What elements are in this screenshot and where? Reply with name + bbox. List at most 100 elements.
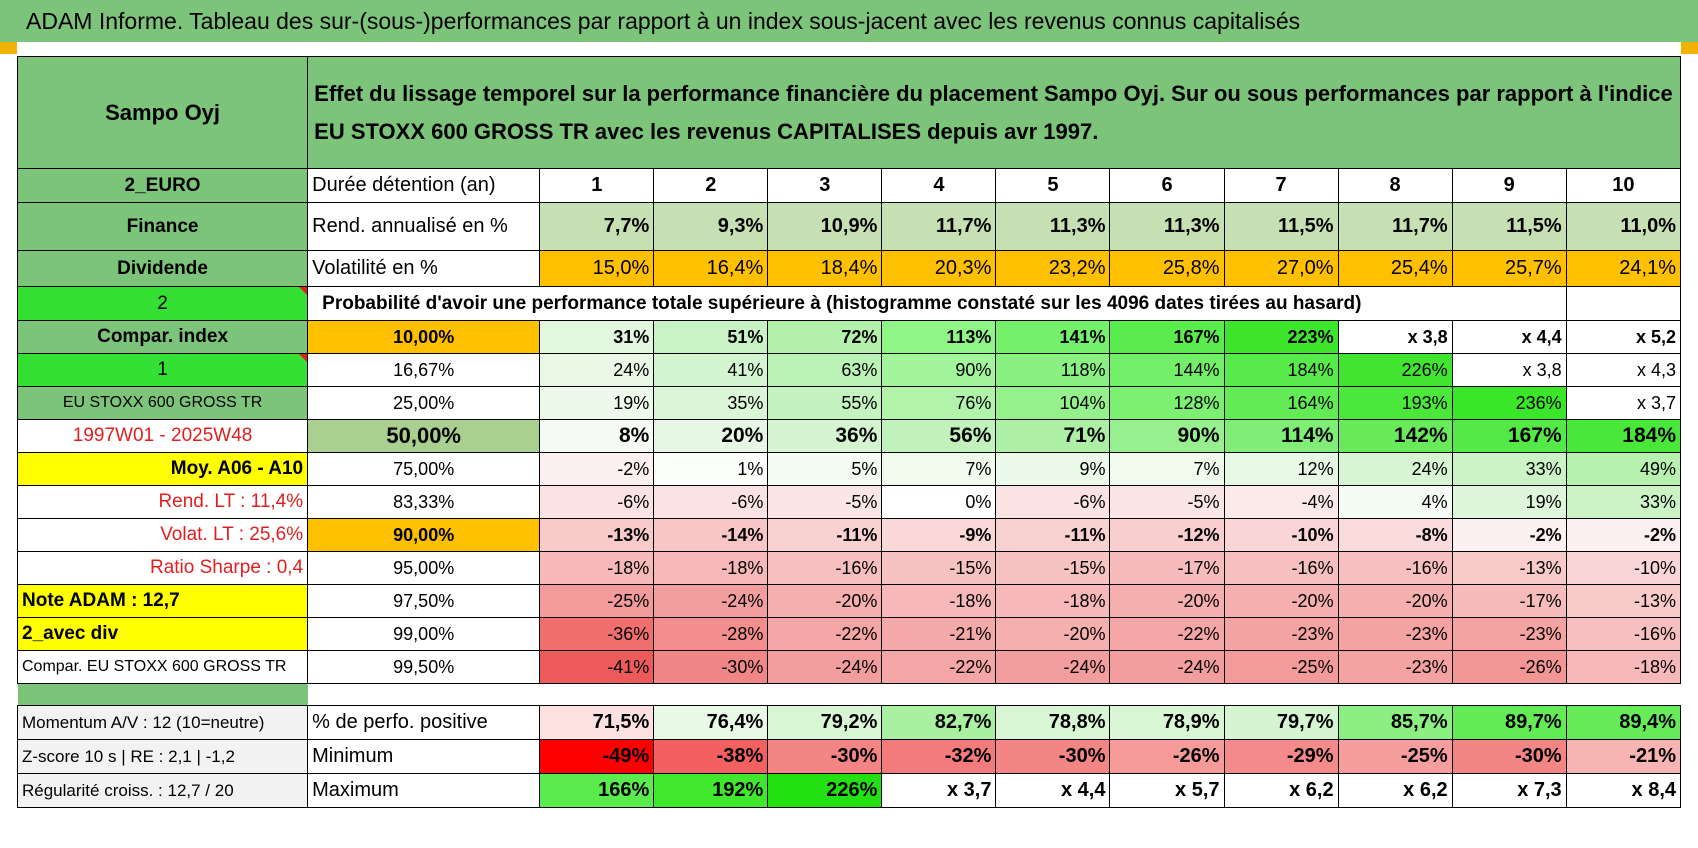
value-cell: 76%: [881, 386, 997, 420]
value-cell: -25%: [1337, 739, 1453, 774]
value-cell: 35%: [653, 386, 769, 420]
value-cell: -30%: [1451, 739, 1567, 774]
value-cell: 79,7%: [1223, 705, 1339, 740]
value-cell: -16%: [1565, 617, 1682, 651]
table-description: Effet du lissage temporel sur la perform…: [307, 56, 1681, 169]
value-cell: -18%: [881, 584, 997, 618]
value-cell: x 6,2: [1223, 773, 1339, 808]
table-row: Moy. A06 - A10 75,00% -2% 1% 5% 7% 9% 7% 12% 24% 3…: [16, 452, 1682, 486]
row-side-label: Régularité croiss. : 12,7 / 20: [16, 773, 309, 808]
value-cell: 55%: [767, 386, 883, 420]
value-cell: 0%: [881, 485, 997, 519]
value-cell: -23%: [1337, 650, 1453, 684]
probability-threshold: 25,00%: [307, 386, 541, 420]
value-cell: 90%: [881, 353, 997, 387]
table-row: EU STOXX 600 GROSS TR 25,00% 19% 35% 55% 76% 1…: [16, 386, 1682, 420]
value-cell: -13%: [539, 518, 655, 552]
asset-name: Sampo Oyj: [16, 56, 309, 169]
value-cell: 226%: [1337, 353, 1453, 387]
row-side-label: Finance: [16, 202, 309, 251]
value-cell: -18%: [653, 551, 769, 585]
value-cell: 10,9%: [767, 202, 883, 251]
value-cell: 33%: [1565, 485, 1682, 519]
value-cell: 12%: [1223, 452, 1339, 486]
row-side-label: Ratio Sharpe : 0,4: [16, 551, 309, 585]
value-cell: -29%: [1223, 739, 1339, 774]
metric-label: Volatilité en %: [307, 250, 541, 287]
value-cell: -21%: [1565, 739, 1682, 774]
value-cell: -26%: [1451, 650, 1567, 684]
value-cell: x 3,8: [1337, 320, 1453, 354]
value-cell: -2%: [1451, 518, 1567, 552]
value-cell: x 3,7: [1565, 386, 1682, 420]
value-cell: 71%: [995, 419, 1111, 453]
value-cell: -22%: [767, 617, 883, 651]
value-cell: -17%: [1109, 551, 1225, 585]
value-cell: x 4,4: [995, 773, 1111, 808]
value-cell: 82,7%: [881, 705, 997, 740]
corner-marker-right: [1681, 42, 1698, 54]
value-cell: 51%: [653, 320, 769, 354]
table-row: Volat. LT : 25,6% 90,00% -13% -14% -11% -9% -1…: [16, 518, 1682, 552]
value-cell: 76,4%: [653, 705, 769, 740]
value-cell: 23,2%: [995, 250, 1111, 287]
value-cell: -30%: [995, 739, 1111, 774]
value-cell: -22%: [881, 650, 997, 684]
table-row: 2_EURO Durée détention (an) 1 2 3 4 5 6 7 8 9 10: [16, 168, 1682, 203]
probability-threshold: 90,00%: [307, 518, 541, 552]
value-cell: -20%: [1337, 584, 1453, 618]
value-cell: -11%: [995, 518, 1111, 552]
row-side-label: 1: [16, 353, 309, 387]
metric-label: Durée détention (an): [307, 168, 541, 203]
value-cell: 25,4%: [1337, 250, 1453, 287]
value-cell: 2: [653, 168, 769, 203]
value-cell: -30%: [653, 650, 769, 684]
value-cell: 16,4%: [653, 250, 769, 287]
value-cell: -12%: [1109, 518, 1225, 552]
value-cell: 10: [1565, 168, 1682, 203]
value-cell: 9,3%: [653, 202, 769, 251]
value-cell: 4%: [1337, 485, 1453, 519]
value-cell: 8%: [539, 419, 655, 453]
value-cell: 49%: [1565, 452, 1682, 486]
value-cell: 11,7%: [881, 202, 997, 251]
value-cell: 11,0%: [1565, 202, 1682, 251]
value-cell: x 5,7: [1109, 773, 1225, 808]
value-cell: -15%: [995, 551, 1111, 585]
value-cell: 72%: [767, 320, 883, 354]
value-cell: 104%: [995, 386, 1111, 420]
value-cell: 5: [995, 168, 1111, 203]
value-cell: 9%: [995, 452, 1111, 486]
value-cell: 24%: [1337, 452, 1453, 486]
value-cell: 90%: [1109, 419, 1225, 453]
probability-threshold: 99,50%: [307, 650, 541, 684]
value-cell: -6%: [653, 485, 769, 519]
probability-threshold: 75,00%: [307, 452, 541, 486]
value-cell: -20%: [1223, 584, 1339, 618]
probability-threshold: 95,00%: [307, 551, 541, 585]
report-title: ADAM Informe. Tableau des sur-(sous-)per…: [0, 0, 1698, 42]
row-side-label: 2: [16, 286, 309, 321]
value-cell: 11,5%: [1451, 202, 1567, 251]
corner-marker-left: [0, 42, 17, 54]
value-cell: 164%: [1223, 386, 1339, 420]
separator-cell: [17, 683, 308, 706]
table-row: 1 16,67% 24% 41% 63% 90% 118% 144% 184% 226% x 3,8…: [16, 353, 1682, 387]
value-cell: -30%: [767, 739, 883, 774]
value-cell: 19%: [1451, 485, 1567, 519]
row-side-label: Dividende: [16, 250, 309, 287]
value-cell: 24,1%: [1565, 250, 1682, 287]
probability-threshold: 16,67%: [307, 353, 541, 387]
table-row: Rend. LT : 11,4% 83,33% -6% -6% -5% 0% -6% -5% -…: [16, 485, 1682, 519]
row-side-label: EU STOXX 600 GROSS TR: [16, 386, 309, 420]
value-cell: -24%: [995, 650, 1111, 684]
row-side-label: 2_avec div: [16, 617, 309, 651]
value-cell: 33%: [1451, 452, 1567, 486]
value-cell: -20%: [1109, 584, 1225, 618]
value-cell: -16%: [1223, 551, 1339, 585]
value-cell: 113%: [881, 320, 997, 354]
value-cell: -4%: [1223, 485, 1339, 519]
header-row: Sampo Oyj Effet du lissage temporel sur …: [16, 56, 1681, 169]
value-cell: -9%: [881, 518, 997, 552]
value-cell: 89,7%: [1451, 705, 1567, 740]
